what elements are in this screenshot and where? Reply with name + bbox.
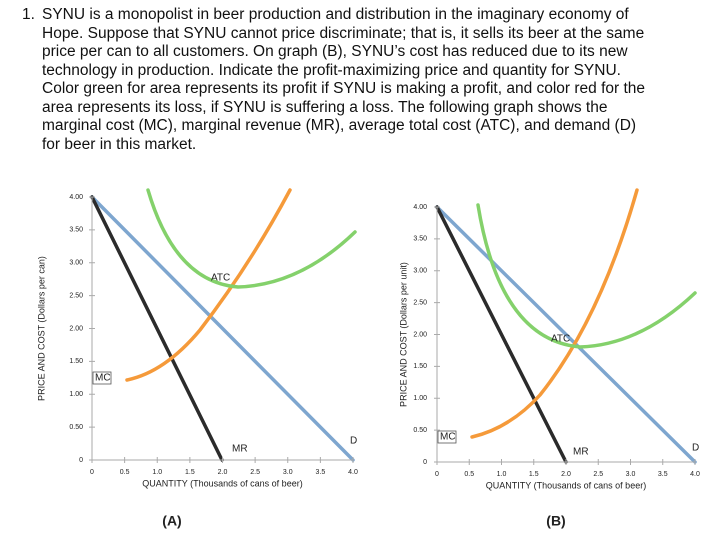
mc-label: MC xyxy=(95,373,111,384)
y-tick-label: 2.00 xyxy=(413,331,427,338)
caption: (A) xyxy=(162,513,181,529)
x-tick-label: 4.0 xyxy=(348,469,358,476)
y-tick-label: 2.50 xyxy=(69,292,83,299)
y-axis-title: PRICE AND COST (Dollars per can) xyxy=(36,256,46,401)
atc-label: ATC xyxy=(551,334,570,345)
x-tick-label: 0 xyxy=(90,469,94,476)
y-tick-label: 3.50 xyxy=(69,227,83,234)
x-tick-label: 0.5 xyxy=(464,471,474,478)
x-tick-label: 1.5 xyxy=(185,469,195,476)
d-label: D xyxy=(692,443,699,454)
mr-curve xyxy=(90,195,224,462)
y-tick-label: 3.50 xyxy=(413,236,427,243)
question-text: SYNU is a monopolist in beer production … xyxy=(42,6,645,154)
x-tick-label: 0 xyxy=(435,471,439,478)
question-line: area represents its loss, if SYNU is suf… xyxy=(42,98,608,116)
x-tick-label: 1.0 xyxy=(497,471,507,478)
x-tick-label: 2.5 xyxy=(250,469,260,476)
x-tick-label: 3.5 xyxy=(658,471,668,478)
x-tick-label: 0.5 xyxy=(120,469,130,476)
x-tick-label: 3.5 xyxy=(316,469,326,476)
mc-label: MC xyxy=(440,432,456,443)
caption: (B) xyxy=(546,513,565,529)
y-tick-label: 1.00 xyxy=(69,391,83,398)
y-tick-label: 0.50 xyxy=(69,424,83,431)
y-tick-label: 4.00 xyxy=(69,194,83,201)
graph-b: ATC MC MR D 4.003.503.002.502.001.501.00… xyxy=(398,188,700,529)
question-line: SYNU is a monopolist in beer production … xyxy=(42,6,629,23)
y-tick-label: 0 xyxy=(423,459,427,466)
y-tick-label: 1.50 xyxy=(69,358,83,365)
mr-label: MR xyxy=(232,444,248,455)
question-line: Hope. Suppose that SYNU cannot price dis… xyxy=(42,24,645,42)
mc-box xyxy=(92,371,112,385)
question-line: price per can to all customers. On graph… xyxy=(42,43,628,60)
atc-curve xyxy=(476,203,697,349)
x-tick-label: 3.0 xyxy=(626,471,636,478)
demand-curve xyxy=(90,195,355,462)
x-axis-title: QUANTITY (Thousands of cans of beer) xyxy=(142,478,302,488)
y-tick-label: 0 xyxy=(79,457,83,464)
y-tick-label: 1.50 xyxy=(413,363,427,370)
atc-curve xyxy=(146,188,357,289)
mr-curve xyxy=(435,205,568,464)
x-tick-label: 1.0 xyxy=(152,469,162,476)
y-tick-label: 4.00 xyxy=(413,204,427,211)
x-tick-label: 2.0 xyxy=(218,469,228,476)
question-line: marginal cost (MC), marginal revenue (MR… xyxy=(42,117,637,134)
y-tick-label: 1.00 xyxy=(413,395,427,402)
y-tick-label: 0.50 xyxy=(413,427,427,434)
y-tick-label: 3.00 xyxy=(413,268,427,275)
d-label: D xyxy=(350,436,357,447)
mc-curve xyxy=(125,188,292,382)
x-tick-label: 1.5 xyxy=(529,471,539,478)
demand-curve xyxy=(435,205,697,464)
x-tick-label: 3.0 xyxy=(283,469,293,476)
graph-a: ATC MC MR D 4.003.503.002.502.001.501.00… xyxy=(36,188,358,529)
question-line: for beer in this market. xyxy=(42,135,197,153)
y-axis-title: PRICE AND COST (Dollars per unit) xyxy=(398,262,408,407)
mc-box xyxy=(437,430,457,444)
x-tick-label: 2.0 xyxy=(561,471,571,478)
x-axis-title: QUANTITY (Thousands of cans of beer) xyxy=(486,480,646,490)
x-tick-label: 2.5 xyxy=(593,471,603,478)
mc-curve xyxy=(470,188,639,439)
mr-label: MR xyxy=(573,447,589,458)
x-tick-label: 4.0 xyxy=(690,471,700,478)
question-line: technology in production. Indicate the p… xyxy=(42,61,621,79)
y-tick-label: 2.00 xyxy=(69,325,83,332)
question-line: Color green for area represents its prof… xyxy=(42,80,646,97)
y-tick-label: 2.50 xyxy=(413,299,427,306)
atc-label: ATC xyxy=(211,273,230,284)
question-number: 1. xyxy=(22,6,35,23)
y-tick-label: 3.00 xyxy=(69,260,83,267)
